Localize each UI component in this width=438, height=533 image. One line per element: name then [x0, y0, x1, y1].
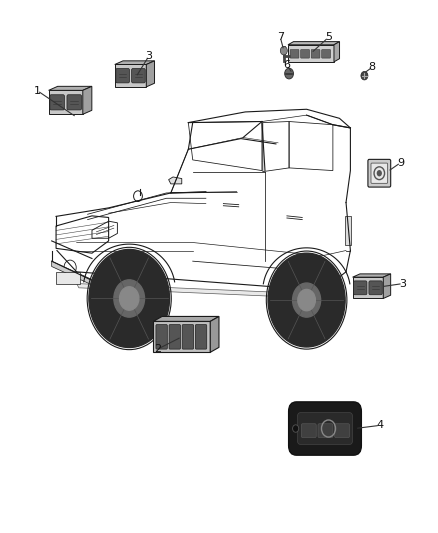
FancyBboxPatch shape: [311, 50, 320, 58]
FancyBboxPatch shape: [116, 68, 130, 83]
Text: 3: 3: [145, 51, 152, 61]
Text: 5: 5: [325, 33, 332, 42]
Polygon shape: [353, 274, 391, 277]
FancyBboxPatch shape: [300, 50, 309, 58]
Polygon shape: [169, 177, 182, 184]
FancyBboxPatch shape: [67, 95, 81, 110]
Polygon shape: [146, 61, 155, 87]
Circle shape: [293, 425, 299, 432]
FancyBboxPatch shape: [335, 424, 350, 438]
FancyBboxPatch shape: [321, 50, 330, 58]
Polygon shape: [353, 277, 383, 298]
Text: 8: 8: [369, 62, 376, 72]
FancyBboxPatch shape: [318, 424, 333, 438]
Text: 4: 4: [377, 421, 384, 430]
Circle shape: [285, 68, 293, 79]
Polygon shape: [288, 45, 334, 62]
Text: 3: 3: [399, 279, 406, 288]
Polygon shape: [210, 317, 219, 352]
FancyBboxPatch shape: [368, 159, 391, 187]
Circle shape: [280, 46, 287, 55]
Polygon shape: [153, 317, 219, 321]
FancyBboxPatch shape: [297, 413, 353, 445]
Circle shape: [361, 71, 368, 80]
Polygon shape: [383, 274, 391, 298]
Circle shape: [89, 249, 170, 348]
Circle shape: [377, 170, 382, 176]
Polygon shape: [49, 86, 92, 90]
FancyBboxPatch shape: [50, 95, 64, 110]
FancyBboxPatch shape: [169, 325, 180, 349]
FancyBboxPatch shape: [289, 402, 361, 455]
FancyBboxPatch shape: [182, 325, 194, 349]
FancyBboxPatch shape: [353, 281, 367, 295]
FancyBboxPatch shape: [156, 325, 167, 349]
Polygon shape: [115, 61, 155, 64]
Text: 2: 2: [154, 344, 161, 354]
Polygon shape: [77, 284, 324, 298]
Polygon shape: [49, 90, 83, 114]
Polygon shape: [288, 42, 339, 45]
FancyBboxPatch shape: [369, 281, 382, 295]
Circle shape: [268, 253, 345, 347]
Polygon shape: [153, 321, 210, 352]
Circle shape: [114, 280, 145, 317]
Bar: [345, 216, 351, 245]
Text: 7: 7: [277, 33, 284, 42]
FancyBboxPatch shape: [371, 163, 388, 183]
FancyBboxPatch shape: [195, 325, 207, 349]
Text: 9: 9: [397, 158, 404, 167]
Circle shape: [120, 287, 139, 310]
Polygon shape: [115, 64, 146, 87]
Polygon shape: [334, 42, 339, 62]
Text: 6: 6: [283, 60, 290, 70]
Circle shape: [298, 289, 315, 311]
Bar: [56, 272, 80, 284]
Polygon shape: [52, 261, 101, 289]
Polygon shape: [83, 86, 92, 114]
FancyBboxPatch shape: [131, 68, 145, 83]
Text: 1: 1: [34, 86, 41, 95]
FancyBboxPatch shape: [301, 424, 316, 438]
FancyBboxPatch shape: [290, 50, 299, 58]
Circle shape: [293, 283, 321, 317]
